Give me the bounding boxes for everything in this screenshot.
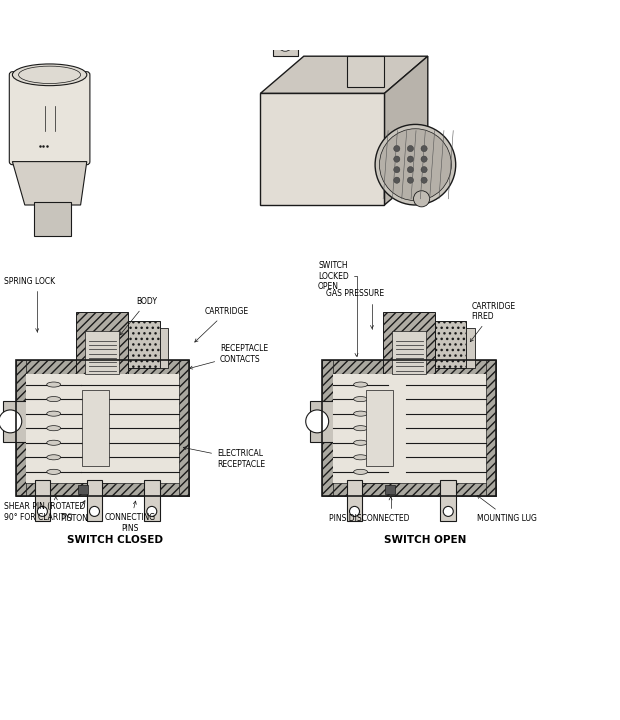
Circle shape [443, 506, 453, 516]
Circle shape [394, 177, 400, 184]
Circle shape [421, 166, 427, 173]
Bar [385, 485, 396, 494]
Circle shape [436, 24, 451, 39]
Ellipse shape [46, 411, 61, 416]
Text: BODY: BODY [120, 297, 157, 335]
Ellipse shape [353, 426, 368, 431]
Bar [82, 390, 108, 467]
Ellipse shape [353, 455, 368, 460]
Circle shape [407, 177, 414, 184]
Circle shape [394, 145, 400, 152]
Circle shape [407, 156, 414, 162]
Bar [485, 360, 496, 496]
Polygon shape [384, 56, 428, 205]
Bar [16, 360, 189, 374]
Ellipse shape [46, 455, 61, 460]
Polygon shape [273, 32, 298, 56]
Bar [179, 360, 189, 496]
Bar [310, 401, 335, 442]
Bar [435, 321, 466, 367]
Circle shape [394, 166, 400, 173]
Bar [440, 480, 456, 521]
Ellipse shape [46, 469, 61, 474]
Text: SWITCH
LOCKED
OPEN: SWITCH LOCKED OPEN [318, 261, 358, 356]
Circle shape [394, 156, 400, 162]
Circle shape [421, 156, 427, 162]
Circle shape [147, 506, 157, 516]
Bar [347, 56, 384, 87]
Bar [16, 482, 189, 496]
Circle shape [414, 191, 430, 207]
Bar [322, 360, 496, 496]
Bar [322, 360, 496, 374]
Circle shape [379, 129, 451, 201]
Text: SWITCH CLOSED: SWITCH CLOSED [67, 535, 162, 545]
Bar [466, 328, 475, 367]
Bar [16, 360, 26, 496]
Bar [366, 390, 393, 467]
Ellipse shape [46, 382, 61, 387]
Text: SPRING LOCK: SPRING LOCK [4, 276, 55, 332]
Bar [392, 330, 426, 374]
Bar [35, 480, 50, 521]
Circle shape [0, 410, 22, 433]
Circle shape [375, 125, 456, 205]
Circle shape [407, 145, 414, 152]
Ellipse shape [353, 382, 368, 387]
Circle shape [421, 177, 427, 184]
Ellipse shape [46, 397, 61, 402]
Circle shape [37, 506, 47, 516]
Ellipse shape [46, 440, 61, 445]
Polygon shape [12, 161, 87, 205]
Text: MOUNTING LUG: MOUNTING LUG [477, 495, 538, 523]
Circle shape [278, 36, 293, 51]
Bar [347, 480, 362, 521]
Bar [76, 312, 128, 374]
Circle shape [430, 18, 457, 45]
Text: CONNECTING
PINS: CONNECTING PINS [105, 501, 156, 533]
Text: PISTON: PISTON [61, 500, 88, 523]
Bar [128, 321, 159, 367]
Bar [16, 360, 189, 496]
Bar [78, 485, 89, 494]
Text: PINS DISCONNECTED: PINS DISCONNECTED [329, 497, 409, 523]
Bar [322, 360, 333, 496]
Bar [383, 312, 435, 374]
Circle shape [421, 145, 427, 152]
Bar [87, 480, 102, 521]
Ellipse shape [46, 426, 61, 431]
Text: SHEAR PIN (ROTATED
90° FOR CLARITY): SHEAR PIN (ROTATED 90° FOR CLARITY) [4, 497, 86, 521]
Bar [34, 202, 71, 236]
Circle shape [306, 410, 329, 433]
Bar [361, 374, 399, 482]
Text: GAS PRESSURE: GAS PRESSURE [326, 289, 384, 328]
Text: ELECTRICAL
RECEPTACLE: ELECTRICAL RECEPTACLE [184, 446, 265, 469]
Text: CARTRIDGE: CARTRIDGE [195, 307, 249, 342]
Circle shape [89, 506, 99, 516]
Circle shape [350, 506, 360, 516]
Text: CARTRIDGE
FIRED: CARTRIDGE FIRED [470, 302, 515, 342]
Bar [144, 480, 159, 521]
Text: RECEPTACLE
CONTACTS: RECEPTACLE CONTACTS [190, 344, 268, 369]
Bar [333, 374, 485, 482]
Bar [26, 374, 179, 482]
Bar [76, 374, 115, 482]
FancyBboxPatch shape [9, 72, 90, 165]
Ellipse shape [353, 440, 368, 445]
Bar [86, 330, 119, 374]
Bar [260, 94, 384, 205]
Ellipse shape [353, 397, 368, 402]
Circle shape [407, 166, 414, 173]
Text: SWITCH OPEN: SWITCH OPEN [384, 535, 466, 545]
Bar [159, 328, 168, 367]
Bar [322, 482, 496, 496]
Ellipse shape [353, 469, 368, 474]
Ellipse shape [12, 64, 87, 86]
Polygon shape [260, 56, 428, 94]
Bar [3, 401, 28, 442]
Ellipse shape [353, 411, 368, 416]
